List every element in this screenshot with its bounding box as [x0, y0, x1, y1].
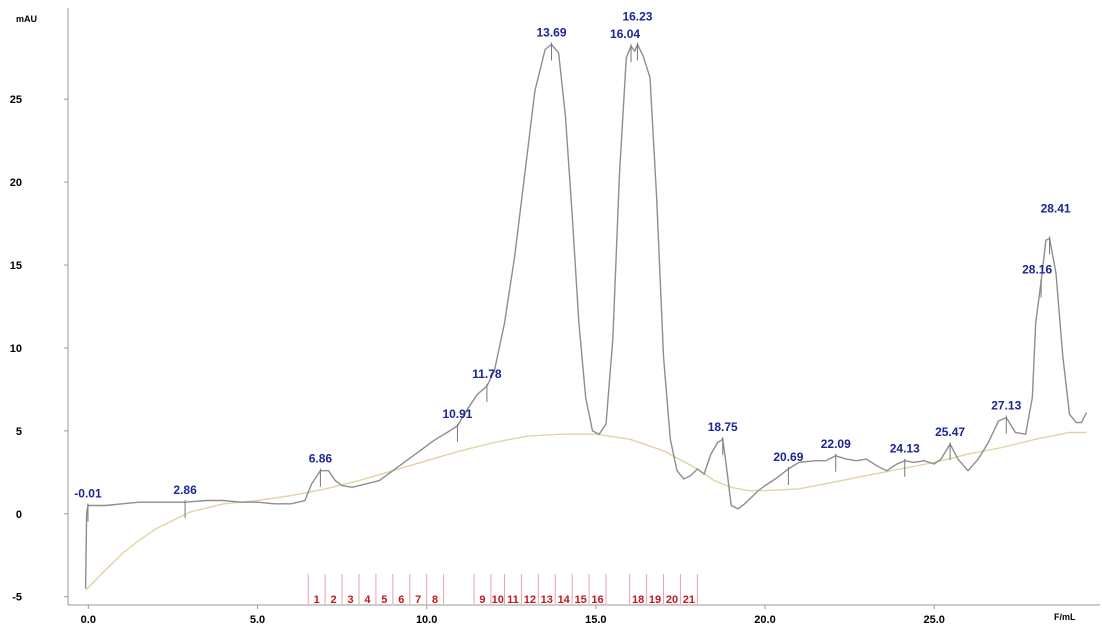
x-tick-label: 25.0: [923, 614, 944, 626]
fraction-label: 12: [524, 594, 536, 606]
x-tick-label: 5.0: [250, 614, 265, 626]
y-unit-label: mAU: [16, 14, 37, 24]
x-tick-label: 20.0: [754, 614, 775, 626]
peak-label: 28.41: [1041, 202, 1071, 216]
fraction-label: 21: [683, 594, 695, 606]
fraction-label: 1: [314, 594, 320, 606]
y-tick-label: 10: [10, 343, 22, 355]
fraction-label: 7: [415, 594, 421, 606]
peak-label: 13.69: [537, 25, 567, 39]
fraction-label: 11: [507, 594, 519, 606]
fraction-label: 5: [381, 594, 387, 606]
peak-label: 27.13: [991, 399, 1021, 413]
fraction-label: 6: [398, 594, 404, 606]
y-tick-label: 20: [10, 177, 22, 189]
fraction-label: 15: [574, 594, 586, 606]
fraction-label: 14: [558, 594, 571, 606]
peak-label: 11.78: [472, 367, 502, 381]
peak-label: 18.75: [708, 420, 738, 434]
baseline-curve: [85, 431, 1087, 591]
fraction-label: 9: [479, 594, 485, 606]
peak-label: 16.04: [610, 27, 640, 41]
peak-label: 6.86: [309, 452, 333, 466]
fraction-label: 16: [591, 594, 603, 606]
fraction-label: 10: [492, 594, 504, 606]
peak-label: 25.47: [935, 425, 965, 439]
fraction-label: 2: [331, 594, 337, 606]
peak-label: 24.13: [890, 442, 920, 456]
y-tick-label: -5: [12, 592, 22, 604]
signal-trace-group: [84, 42, 1088, 589]
y-tick-label: 15: [10, 260, 22, 272]
y-tick-label: 0: [16, 509, 22, 521]
fraction-markers: 1 2 3 4 5 6 7 8 9 10 11 12 13 14 15 16 18 19 20 21: [307, 574, 698, 606]
signal-trace: [84, 42, 1088, 589]
fraction-label: 19: [649, 594, 661, 606]
fraction-label: 4: [364, 594, 371, 606]
peak-label: -0.01: [74, 487, 102, 501]
fraction-label: 3: [347, 594, 353, 606]
x-unit-label: F/mL: [1054, 612, 1076, 622]
baseline-curve-group: [85, 431, 1087, 591]
fraction-label: 13: [541, 594, 553, 606]
peak-label: 22.09: [821, 437, 851, 451]
peak-labels: -0.01 2.86 6.86 10.91 11.78 13.69 16.23 16.04 18…: [74, 9, 1071, 522]
fraction-label: 18: [632, 594, 644, 606]
fraction-label: 20: [666, 594, 678, 606]
axes: mAU F/mL: [16, 8, 1100, 622]
x-tick-label: 15.0: [585, 614, 606, 626]
x-tick-label: 0.0: [81, 614, 96, 626]
peak-label: 28.16: [1022, 263, 1052, 277]
peak-label: 20.69: [773, 450, 803, 464]
fraction-label: 8: [432, 594, 438, 606]
peak-label: 2.86: [173, 483, 197, 497]
y-tick-label: 5: [16, 426, 22, 438]
peak-label: 10.91: [442, 407, 472, 421]
x-tick-label: 10.0: [416, 614, 437, 626]
y-tick-label: 25: [10, 94, 22, 106]
peak-label: 16.23: [622, 9, 652, 23]
